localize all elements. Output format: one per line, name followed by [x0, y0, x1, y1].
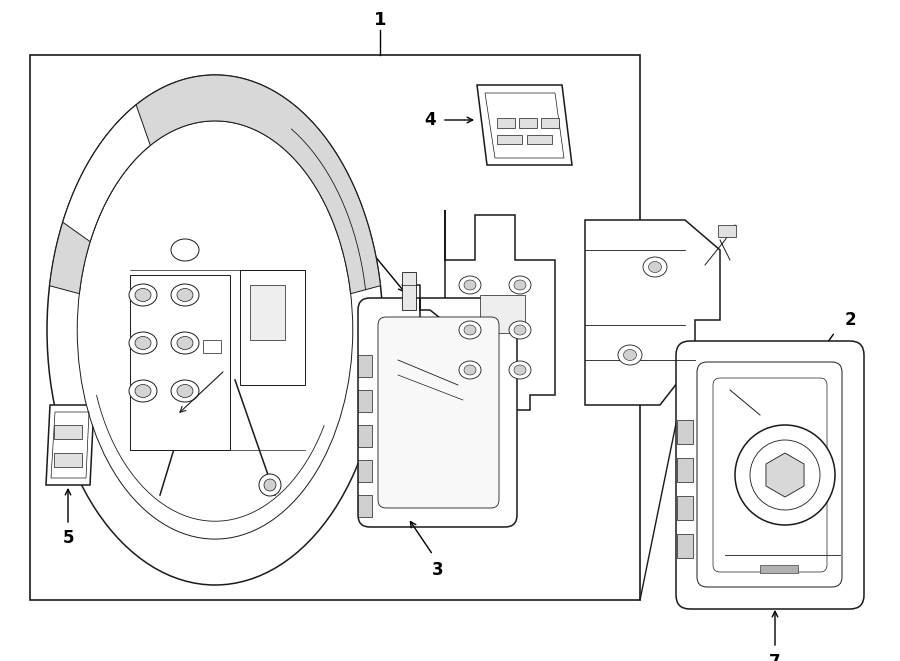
- Ellipse shape: [177, 385, 193, 397]
- Text: 7: 7: [770, 653, 781, 661]
- Ellipse shape: [47, 75, 383, 585]
- Ellipse shape: [171, 284, 199, 306]
- Text: 4: 4: [424, 111, 436, 129]
- Ellipse shape: [643, 257, 667, 277]
- Ellipse shape: [464, 365, 476, 375]
- Ellipse shape: [509, 276, 531, 294]
- Bar: [54, 425, 82, 439]
- Ellipse shape: [171, 239, 199, 261]
- Ellipse shape: [509, 321, 531, 339]
- Ellipse shape: [464, 280, 476, 290]
- Polygon shape: [766, 453, 804, 497]
- Bar: [358, 390, 372, 412]
- Circle shape: [264, 479, 276, 491]
- Ellipse shape: [135, 385, 151, 397]
- Ellipse shape: [135, 336, 151, 350]
- Ellipse shape: [129, 332, 157, 354]
- Ellipse shape: [514, 325, 526, 335]
- FancyBboxPatch shape: [378, 317, 499, 508]
- FancyBboxPatch shape: [713, 378, 827, 572]
- Bar: [497, 135, 522, 144]
- Bar: [402, 272, 416, 310]
- Polygon shape: [445, 210, 555, 410]
- Ellipse shape: [509, 361, 531, 379]
- Polygon shape: [477, 85, 572, 165]
- Bar: [519, 118, 537, 128]
- Ellipse shape: [514, 280, 526, 290]
- Circle shape: [735, 425, 835, 525]
- Bar: [677, 534, 693, 558]
- Text: 6: 6: [358, 233, 370, 251]
- Bar: [250, 285, 285, 340]
- Bar: [760, 565, 798, 573]
- Bar: [541, 118, 559, 128]
- Bar: [358, 460, 372, 482]
- Ellipse shape: [129, 380, 157, 402]
- Bar: [480, 295, 525, 333]
- Bar: [497, 118, 515, 128]
- FancyBboxPatch shape: [358, 298, 517, 527]
- Ellipse shape: [135, 288, 151, 301]
- Ellipse shape: [618, 345, 642, 365]
- Polygon shape: [585, 220, 720, 405]
- Ellipse shape: [171, 380, 199, 402]
- Circle shape: [259, 474, 281, 496]
- Ellipse shape: [624, 350, 636, 360]
- Bar: [358, 495, 372, 517]
- Text: 3: 3: [432, 561, 444, 579]
- Bar: [677, 420, 693, 444]
- Ellipse shape: [459, 321, 481, 339]
- Ellipse shape: [649, 262, 662, 272]
- Polygon shape: [63, 105, 150, 242]
- Ellipse shape: [514, 365, 526, 375]
- FancyBboxPatch shape: [676, 341, 864, 609]
- Ellipse shape: [459, 276, 481, 294]
- Ellipse shape: [177, 288, 193, 301]
- Bar: [358, 425, 372, 447]
- Bar: [718, 225, 736, 237]
- Bar: [527, 135, 552, 144]
- Ellipse shape: [464, 325, 476, 335]
- Text: 2: 2: [844, 311, 856, 329]
- Bar: [30, 55, 640, 600]
- Polygon shape: [787, 371, 813, 393]
- Circle shape: [780, 362, 820, 402]
- Polygon shape: [46, 405, 94, 485]
- FancyBboxPatch shape: [697, 362, 842, 587]
- Ellipse shape: [171, 332, 199, 354]
- Polygon shape: [50, 75, 381, 293]
- Bar: [240, 270, 305, 385]
- Bar: [358, 355, 372, 377]
- Bar: [203, 340, 221, 353]
- Bar: [130, 275, 230, 450]
- Bar: [677, 496, 693, 520]
- Ellipse shape: [459, 361, 481, 379]
- Bar: [54, 453, 82, 467]
- Ellipse shape: [177, 336, 193, 350]
- Ellipse shape: [77, 121, 353, 539]
- Circle shape: [750, 440, 820, 510]
- Bar: [677, 458, 693, 482]
- Ellipse shape: [129, 284, 157, 306]
- Text: 5: 5: [62, 529, 74, 547]
- Text: 1: 1: [374, 11, 386, 29]
